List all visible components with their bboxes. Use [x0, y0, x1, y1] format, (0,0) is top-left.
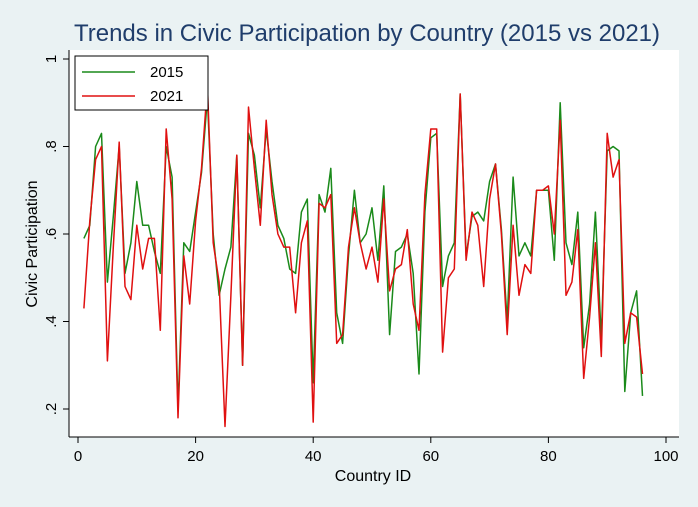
- legend-label-2021: 2021: [150, 88, 183, 105]
- x-tick-label: 40: [305, 448, 322, 465]
- legend-label-2015: 2015: [150, 64, 183, 81]
- legend: 2015 2021: [74, 55, 209, 111]
- series-line-2021: [83, 84, 644, 428]
- y-tick-label: .2: [43, 403, 60, 416]
- x-tick-label: 20: [187, 448, 204, 465]
- x-tick-label: 80: [540, 448, 557, 465]
- legend-box: [74, 55, 209, 111]
- y-tick-label: .4: [43, 315, 60, 328]
- x-axis-ticks: 0 20 40 60 80 100: [74, 437, 679, 465]
- y-tick-label: .6: [43, 228, 60, 241]
- y-tick-label: .8: [43, 140, 60, 153]
- chart-title: Trends in Civic Participation by Country…: [74, 20, 660, 47]
- y-axis-ticks: .2 .4 .6 .8 1: [43, 55, 69, 415]
- series-layer: [83, 84, 644, 428]
- x-tick-label: 100: [653, 448, 678, 465]
- x-tick-label: 60: [422, 448, 439, 465]
- plot-background: [69, 50, 679, 437]
- y-axis-label: Civic Participation: [24, 180, 41, 307]
- x-axis-label: Country ID: [335, 468, 411, 485]
- x-tick-label: 0: [74, 448, 82, 465]
- y-tick-label: 1: [43, 55, 60, 63]
